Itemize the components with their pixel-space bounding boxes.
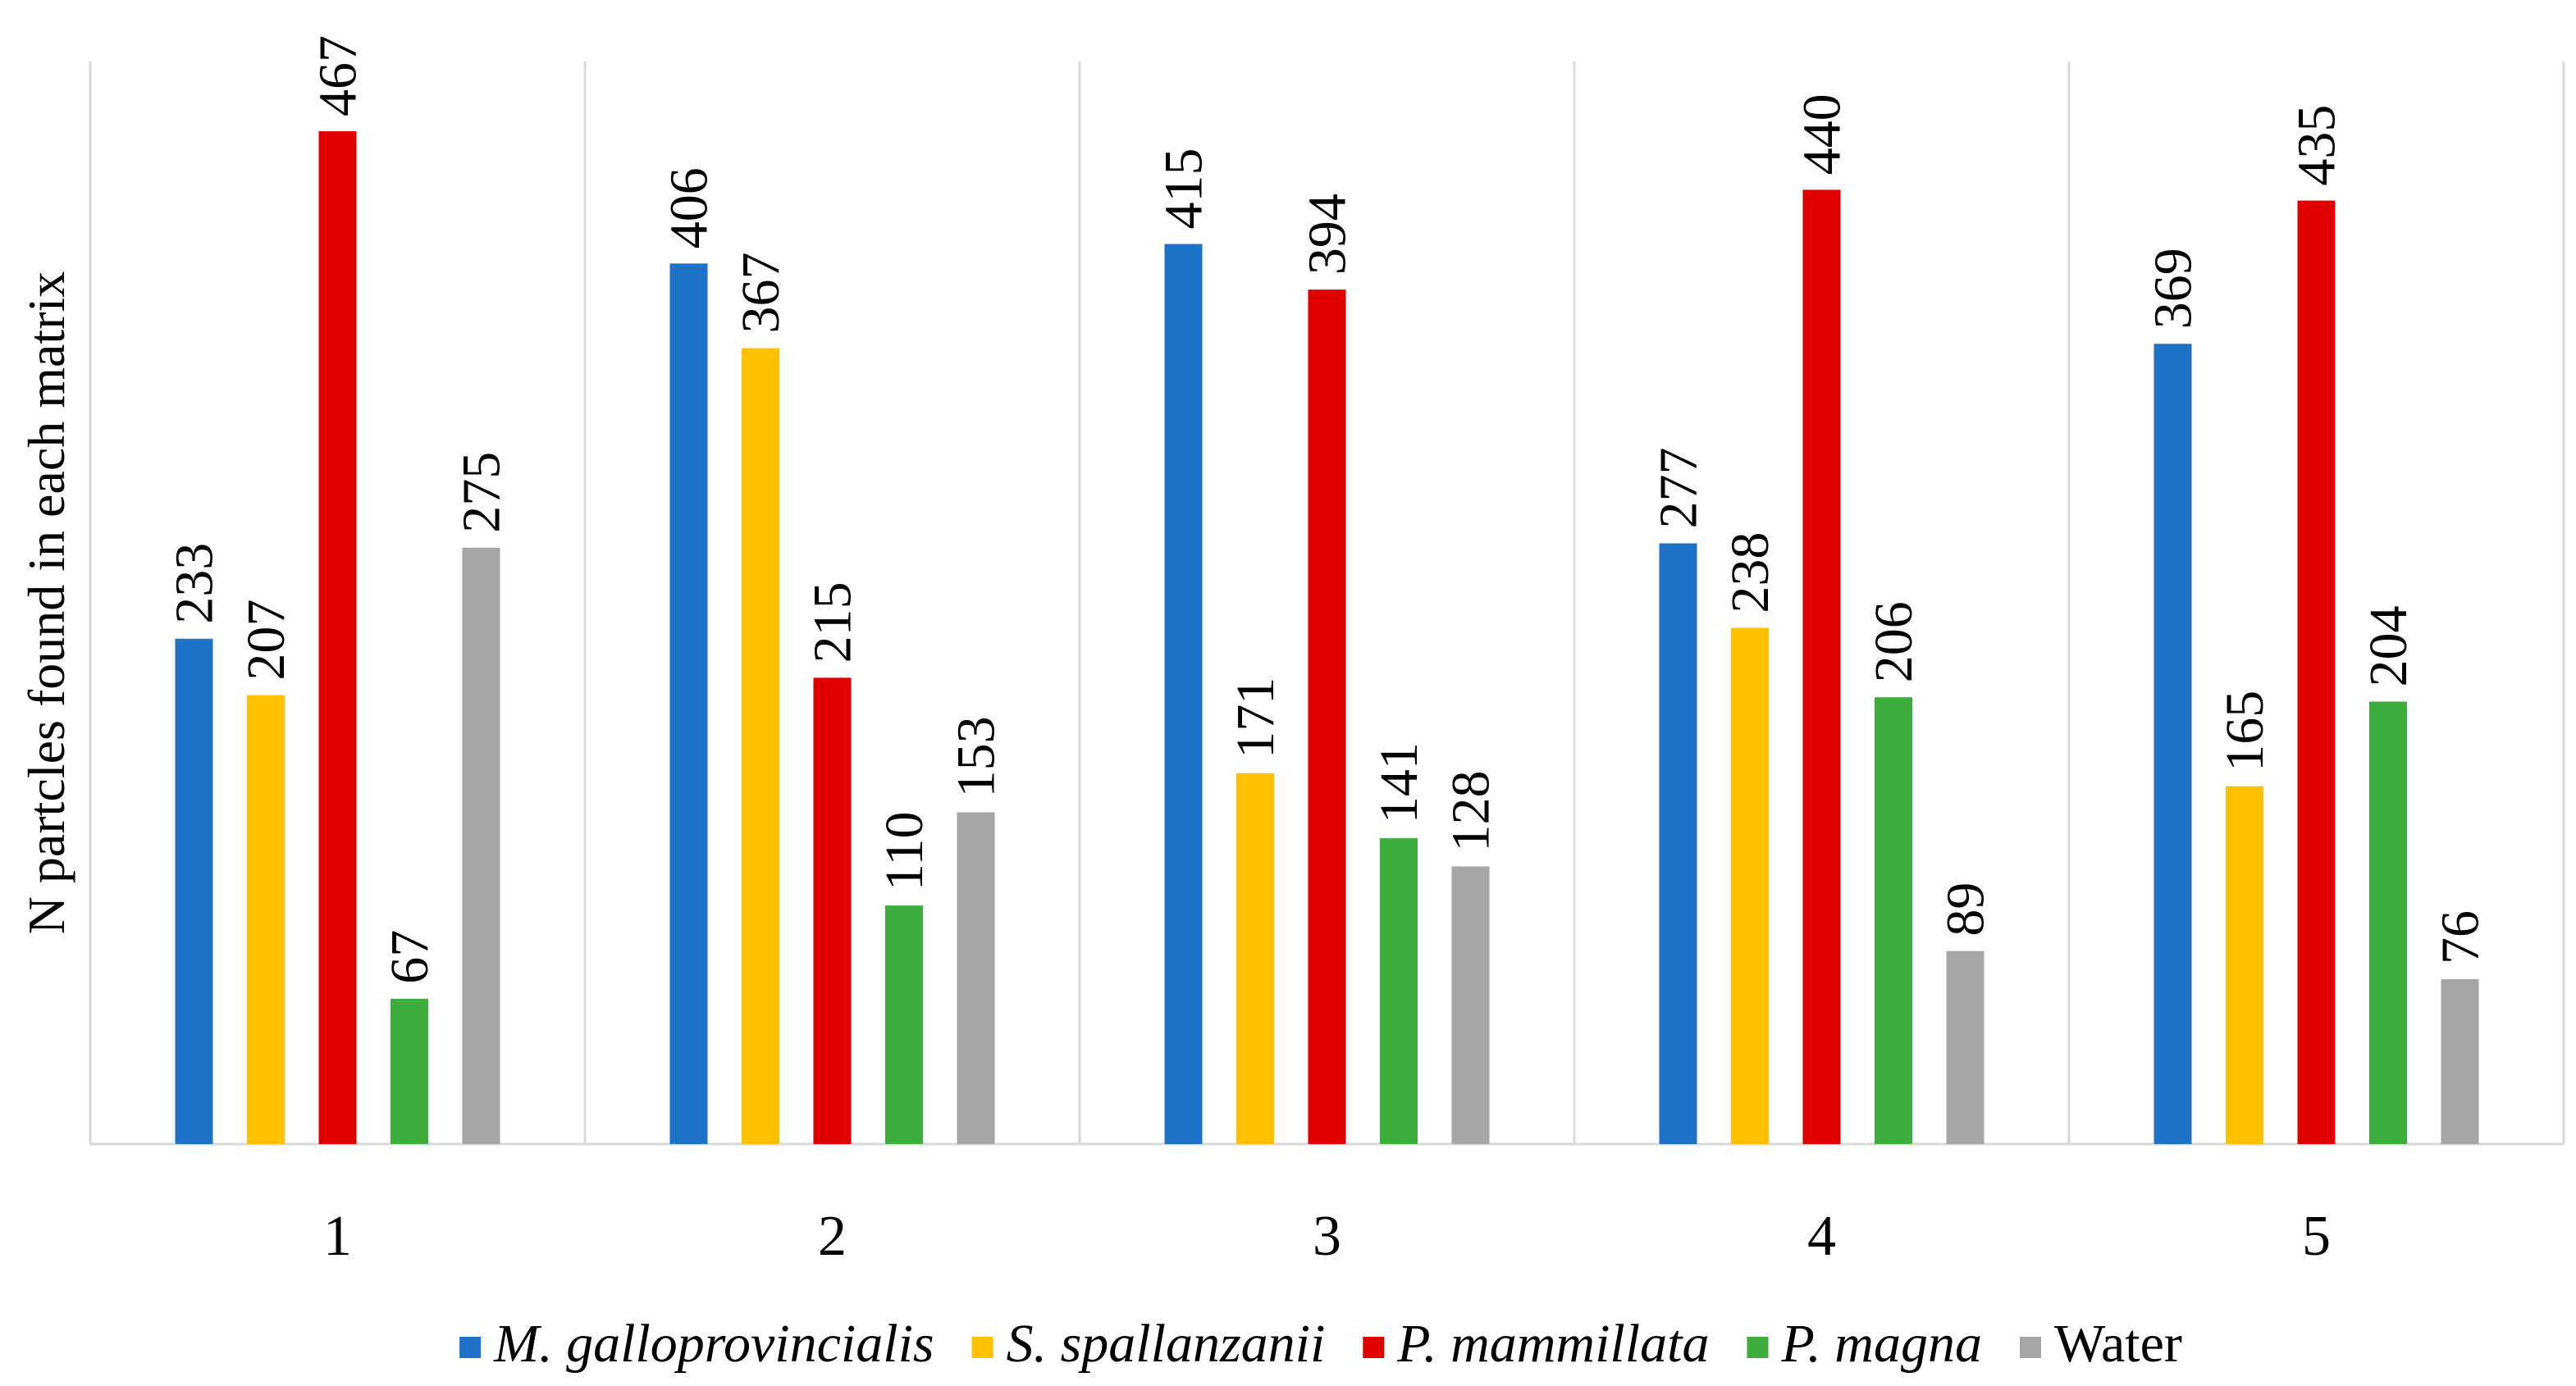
x-tick-label: 2 <box>818 1205 847 1268</box>
bar <box>175 638 213 1144</box>
data-label: 467 <box>308 35 368 116</box>
bar <box>2154 344 2192 1144</box>
bar <box>1946 951 1985 1144</box>
data-label: 206 <box>1864 601 1924 682</box>
x-tick-label: 4 <box>1807 1205 1836 1268</box>
data-label: 165 <box>2215 691 2275 772</box>
legend-label: M. galloprovincialis <box>493 1314 934 1374</box>
data-label: 67 <box>380 930 440 984</box>
legend-swatch <box>459 1337 482 1358</box>
bar <box>1308 290 1346 1145</box>
bar <box>2297 200 2336 1145</box>
legend-item: P. mammillata <box>1363 1314 1709 1374</box>
data-label: 440 <box>1793 93 1852 175</box>
data-label: 233 <box>165 543 225 624</box>
bar <box>1451 866 1490 1144</box>
data-label: 415 <box>1154 148 1214 230</box>
bar <box>1802 189 1841 1144</box>
legend-swatch <box>2020 1337 2041 1358</box>
bar <box>2369 701 2407 1144</box>
bar <box>318 131 357 1144</box>
data-label: 204 <box>2359 606 2418 687</box>
bar <box>742 348 779 1144</box>
bar <box>2226 786 2263 1144</box>
bar <box>1380 838 1418 1144</box>
data-label: 215 <box>803 581 863 663</box>
legend-swatch <box>971 1337 993 1358</box>
data-label: 141 <box>1369 742 1429 823</box>
bar <box>669 263 708 1144</box>
data-label: 277 <box>1649 448 1709 529</box>
legend-label: P. mammillata <box>1396 1314 1709 1374</box>
bar <box>462 547 500 1144</box>
data-label: 207 <box>236 600 296 681</box>
bar <box>247 695 285 1144</box>
data-label: 153 <box>947 716 1007 797</box>
data-label: 238 <box>1720 532 1780 613</box>
data-label: 89 <box>1936 882 1996 937</box>
data-label: 128 <box>1441 771 1501 852</box>
legend-swatch <box>1363 1337 1385 1358</box>
legend-item: Water <box>2020 1314 2182 1374</box>
bar <box>1164 244 1203 1144</box>
data-label: 76 <box>2431 910 2491 964</box>
x-tick-labels: 1 2 3 4 5 <box>323 1205 2331 1268</box>
data-label: 369 <box>2144 248 2204 329</box>
bar <box>2441 979 2479 1144</box>
bar <box>1659 543 1697 1144</box>
legend-item: M. galloprovincialis <box>459 1314 934 1374</box>
x-tick-label: 5 <box>2302 1205 2331 1268</box>
data-label: 406 <box>660 167 719 248</box>
bar <box>813 677 852 1144</box>
legend-item: P. magna <box>1747 1314 1982 1374</box>
bars <box>175 131 2479 1145</box>
bar <box>957 812 995 1144</box>
data-label: 110 <box>875 812 934 891</box>
bar <box>1731 627 1769 1144</box>
bar <box>885 905 923 1144</box>
data-label: 394 <box>1298 194 1358 275</box>
legend-swatch <box>1747 1337 1769 1358</box>
legend: M. galloprovincialis S. spallanzanii P. ma… <box>459 1314 2182 1374</box>
x-tick-label: 1 <box>323 1205 352 1268</box>
legend-item: S. spallanzanii <box>971 1314 1326 1374</box>
legend-label: Water <box>2054 1314 2182 1374</box>
data-label: 275 <box>452 452 512 533</box>
legend-label: P. magna <box>1781 1314 1982 1374</box>
data-label: 171 <box>1226 677 1286 759</box>
bar <box>1875 697 1912 1144</box>
data-label: 435 <box>2287 105 2347 186</box>
bar <box>391 998 428 1144</box>
data-label: 367 <box>731 253 791 334</box>
bar <box>1236 773 1274 1144</box>
x-tick-label: 3 <box>1313 1205 1341 1268</box>
legend-label: S. spallanzanii <box>1007 1314 1326 1374</box>
y-axis-title: N partcles found in each matrix <box>17 271 75 935</box>
